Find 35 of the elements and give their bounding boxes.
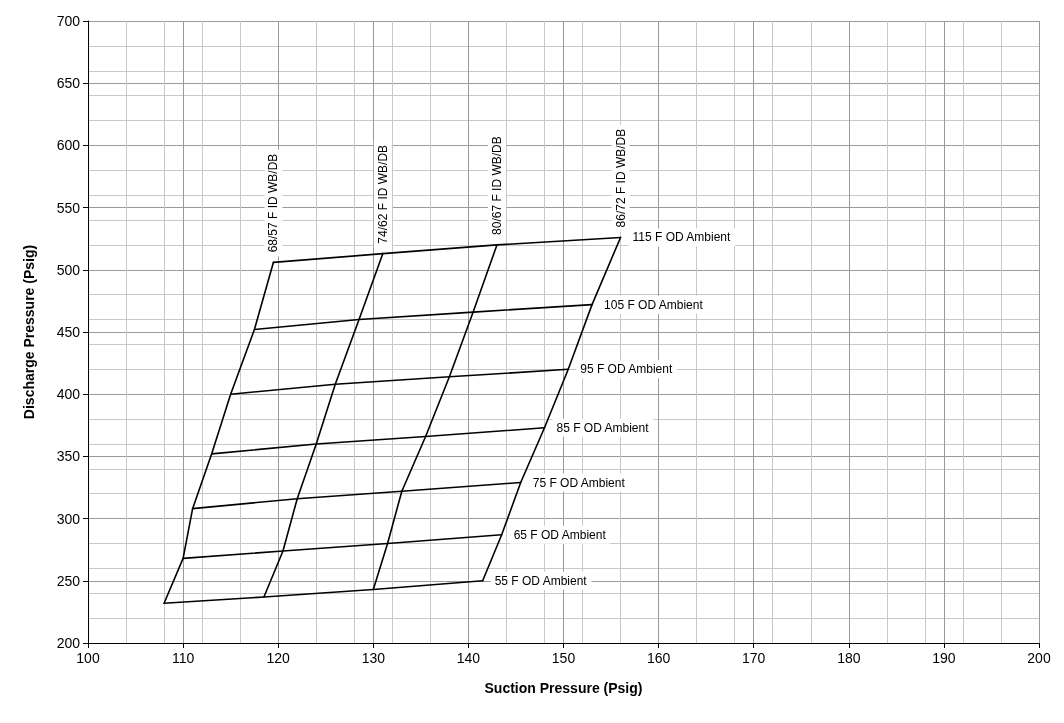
text: 68/57 F ID WB/DB — [266, 153, 281, 253]
y-tick-label: 600 — [56, 137, 81, 154]
y-tick-label: 400 — [56, 386, 81, 403]
text: 86/72 F ID WB/DB — [613, 128, 628, 228]
x-tick-label: 140 — [456, 650, 481, 666]
x-axis-title: Suction Pressure (Psig) — [484, 680, 643, 696]
series-label: 75 F OD Ambient — [532, 475, 626, 490]
x-tick-label: 150 — [551, 650, 576, 666]
y-tick-label: 650 — [56, 75, 81, 92]
y-tick-label: 450 — [56, 324, 81, 340]
y-tick-label: 250 — [56, 572, 81, 589]
x-tick-label: 200 — [1027, 650, 1051, 666]
series-label: 55 F OD Ambient — [494, 573, 588, 588]
x-tick-label: 130 — [361, 650, 386, 666]
x-tick-label: 120 — [266, 650, 291, 666]
y-tick-label: 550 — [56, 199, 81, 216]
x-tick-label: 170 — [742, 650, 766, 666]
series-label: 65 F OD Ambient — [513, 527, 607, 542]
y-tick-label: 700 — [56, 13, 81, 29]
y-tick-label: 300 — [56, 510, 81, 527]
x-tick-label: 100 — [76, 650, 100, 666]
text: 74/62 F ID WB/DB — [375, 144, 390, 244]
text: 80/67 F ID WB/DB — [489, 136, 504, 235]
y-tick-label: 200 — [56, 635, 81, 651]
series-label: 115 F OD Ambient — [632, 230, 732, 245]
series-label: 105 F OD Ambient — [604, 297, 704, 312]
x-tick-label: 180 — [837, 650, 861, 666]
series-label: 85 F OD Ambient — [556, 420, 650, 435]
x-tick-label: 160 — [646, 650, 671, 666]
y-tick-label: 350 — [56, 448, 81, 465]
series-label: 95 F OD Ambient — [580, 362, 673, 377]
y-tick-label: 500 — [56, 261, 81, 278]
x-tick-label: 190 — [932, 650, 956, 666]
y-axis-title: Discharge Pressure (Psig) — [21, 244, 37, 420]
x-tick-label: 110 — [171, 650, 195, 666]
